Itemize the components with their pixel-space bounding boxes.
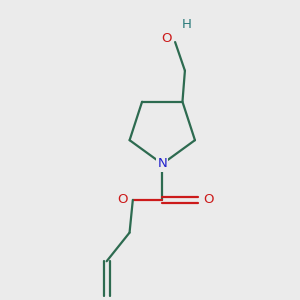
Text: O: O (117, 194, 128, 206)
Text: O: O (204, 194, 214, 206)
Text: N: N (158, 158, 167, 170)
Text: O: O (161, 32, 171, 45)
Text: H: H (182, 18, 191, 31)
